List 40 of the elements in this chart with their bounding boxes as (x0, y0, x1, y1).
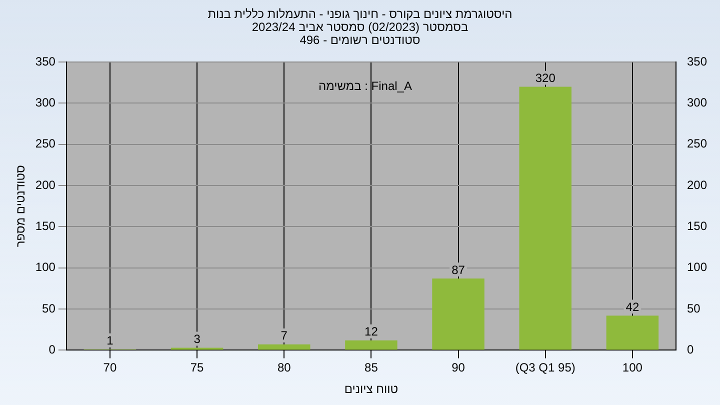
y-axis-title: סטודנטים מספר (14, 164, 28, 248)
bar (519, 86, 572, 350)
x-tick-label: 100 (622, 360, 643, 375)
x-tick-label: 75 (190, 360, 204, 375)
y2-tick-label: 350 (686, 54, 708, 68)
y-tick-label: 50 (42, 301, 56, 316)
y-tick-label: 350 (35, 54, 56, 68)
y-tick-label: 100 (35, 260, 56, 274)
y-tick-label: 150 (35, 219, 56, 233)
data-label: 42 (626, 300, 640, 314)
y2-tick-label: 200 (686, 178, 708, 192)
data-label: 1 (106, 334, 114, 348)
bar (258, 344, 310, 350)
x-tick-label: 90 (452, 360, 466, 375)
bar (606, 316, 659, 350)
y-tick-label: 200 (35, 178, 56, 192)
data-label: 320 (535, 71, 556, 86)
y2-tick-label: 150 (686, 219, 708, 233)
y2-tick-label: 300 (686, 95, 708, 110)
data-label: 87 (452, 262, 466, 277)
x-tick-label: (Q3 Q1 95) (515, 360, 576, 375)
x-tick-label: 70 (103, 360, 117, 375)
data-label: 3 (194, 332, 201, 346)
y-tick-label: 250 (35, 136, 56, 151)
bar (345, 340, 398, 350)
bar (432, 278, 484, 350)
x-axis-title: טווח ציונים (344, 382, 398, 396)
data-label: 7 (280, 328, 288, 343)
chart-title: היסטוגרמת ציונים בקורס - חינוך גופני - התעמלות כללית בנות (206, 7, 514, 21)
data-label: 12 (364, 324, 378, 339)
y2-tick-label: 250 (686, 136, 708, 151)
x-tick-label: 85 (364, 360, 378, 375)
chart-subtitle: בסמסטר (02/2023) סמסטר אביב 2023/24 סטודנטים רשומים - 496 (250, 20, 470, 47)
y-tick-label: 0 (48, 342, 56, 357)
y2-tick-label: 50 (686, 301, 701, 316)
y2-tick-label: 100 (686, 260, 708, 274)
x-tick-label: 80 (277, 360, 292, 375)
y-tick-label: 300 (35, 95, 56, 110)
annotation: במשימה : Final_A (318, 79, 412, 93)
y2-tick-label: 0 (686, 342, 694, 357)
